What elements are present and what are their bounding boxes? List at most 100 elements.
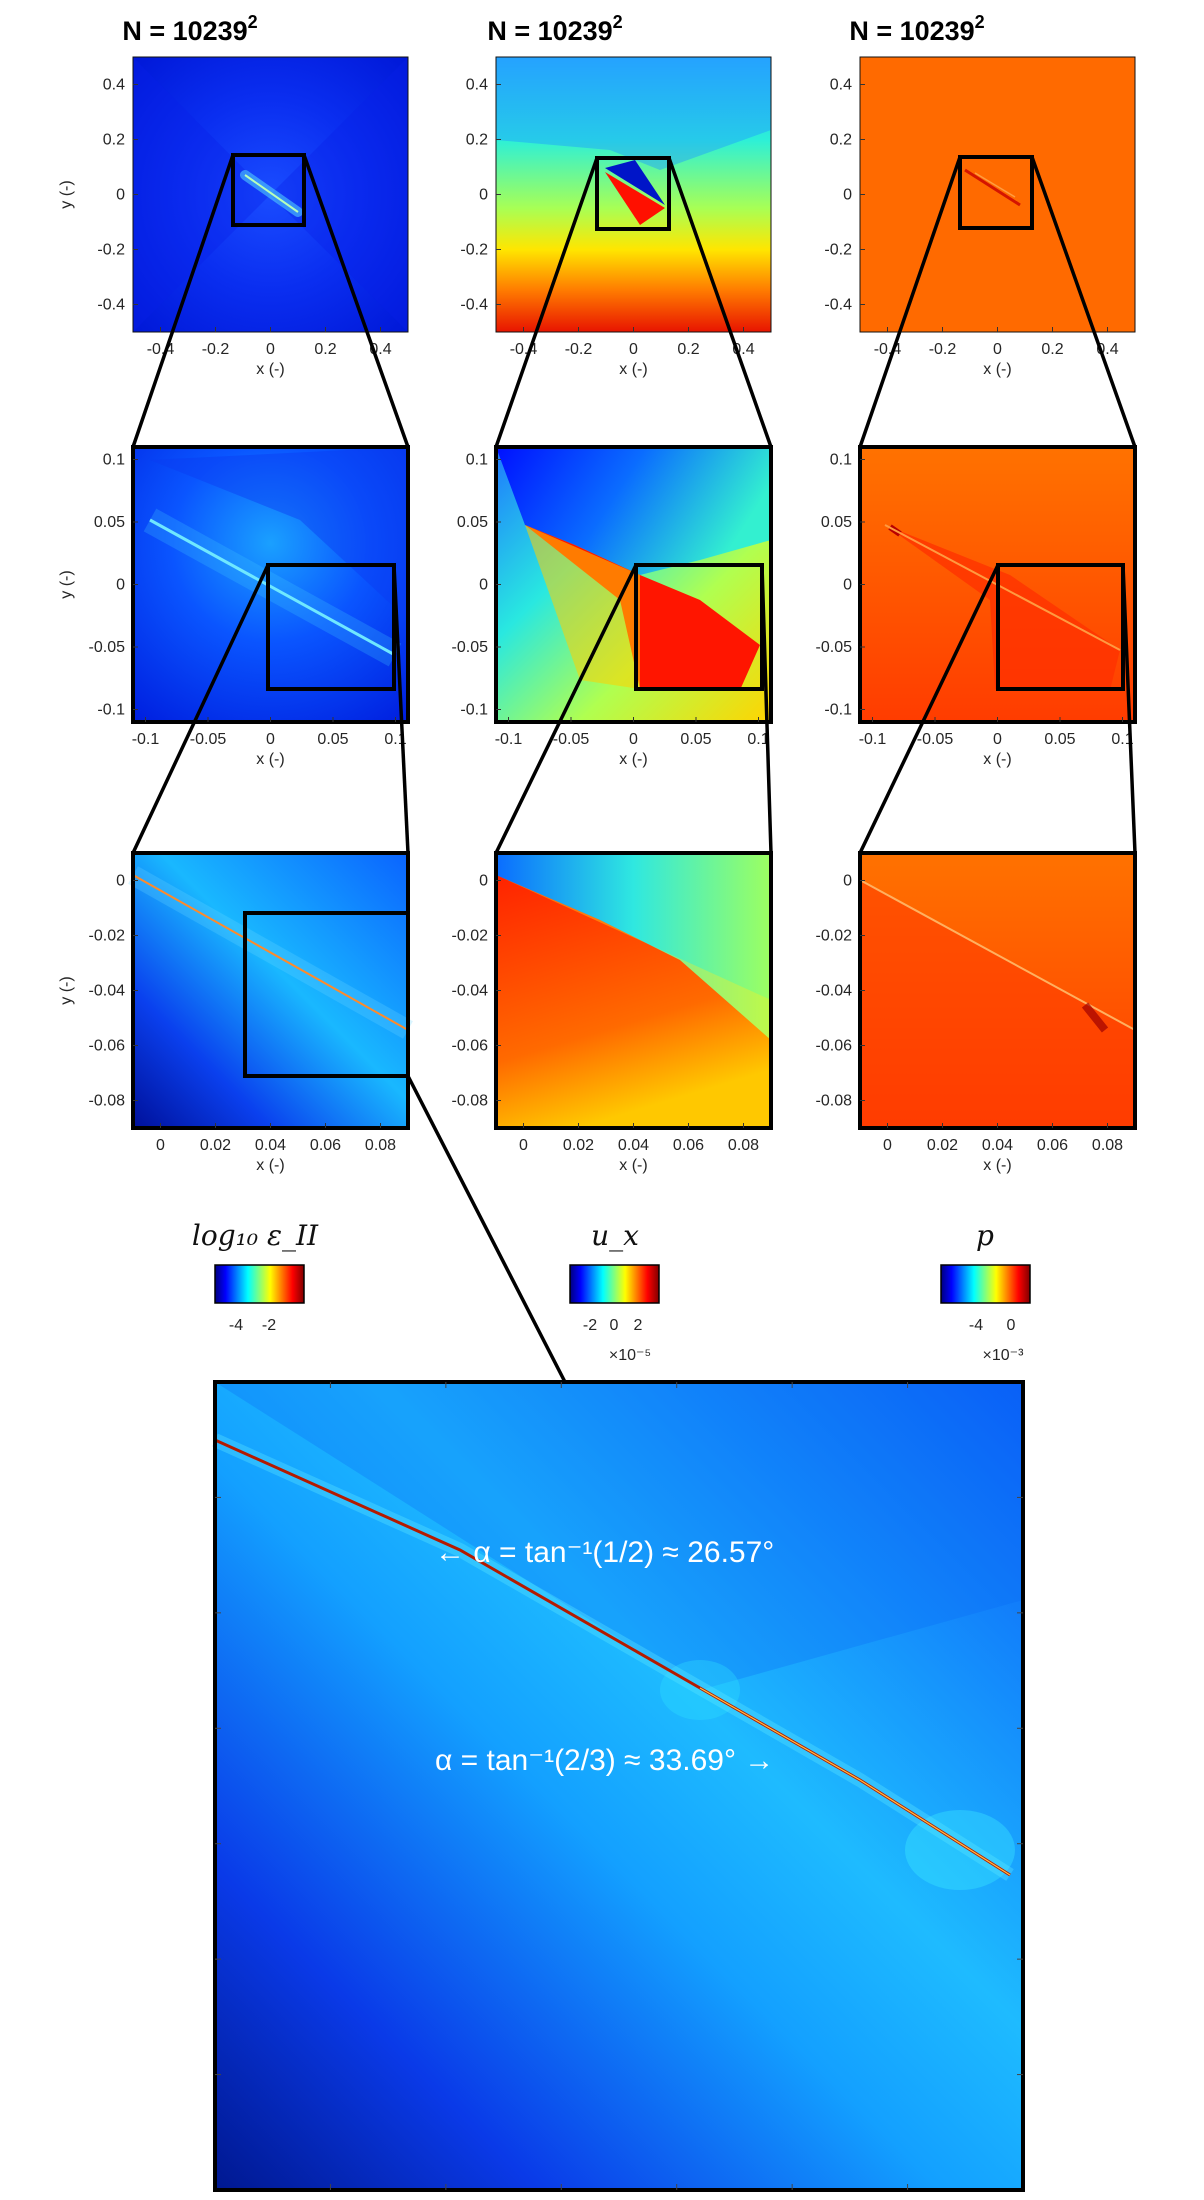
colorbar-ux: u_x -2 0 2 ×10⁻⁵: [569, 1219, 660, 1364]
y-tick-label: 0.1: [103, 452, 125, 469]
y-axis-label: y (-): [58, 570, 75, 598]
zoom-box-strain-3: [243, 911, 410, 1078]
y-tick-label: 0: [116, 187, 125, 204]
x-tick-label: 0: [629, 731, 638, 748]
x-axis-label: x (-): [983, 361, 1011, 378]
x-tick-label: 0.06: [310, 1137, 341, 1154]
colorbar-tick: -2: [583, 1317, 597, 1334]
zoom-connectors-2: [131, 564, 1137, 854]
y-tick-label: -0.06: [816, 1038, 853, 1055]
y-tick-label: -0.4: [97, 297, 125, 314]
heatmap-ux-zoom1: [494, 445, 773, 724]
y-axis-label: y (-): [58, 976, 75, 1004]
heatmap-strain-zoom1: [131, 445, 410, 724]
y-tick-label: -0.06: [89, 1038, 126, 1055]
x-tick-label: 0: [883, 1137, 892, 1154]
heatmap-ux-zoom2: [494, 851, 773, 1130]
panel-title-p-full: N = 102392: [849, 12, 984, 46]
y-axis-label: y (-): [58, 180, 75, 208]
x-tick-label: -0.2: [565, 341, 593, 358]
colorbar-tick: 0: [1007, 1317, 1016, 1334]
y-tick-label: -0.1: [97, 702, 125, 719]
y-tick-label: -0.04: [452, 983, 489, 1000]
x-tick-label: 0.2: [314, 341, 336, 358]
panel-title-strain-full: N = 102392: [122, 12, 257, 46]
y-tick-label: -0.08: [89, 1093, 126, 1110]
y-tick-label: 0.4: [466, 77, 488, 94]
y-tick-label: -0.1: [460, 702, 488, 719]
x-tick-label: -0.05: [190, 731, 227, 748]
x-tick-label: 0.08: [1092, 1137, 1123, 1154]
x-tick-label: 0.08: [728, 1137, 759, 1154]
y-tick-label: -0.04: [816, 983, 853, 1000]
y-tick-label: 0.4: [830, 77, 852, 94]
x-tick-label: 0.2: [1041, 341, 1063, 358]
y-tick-label: 0: [479, 873, 488, 890]
colorbar-multiplier: ×10⁻⁵: [609, 1347, 651, 1364]
x-tick-label: -0.2: [929, 341, 957, 358]
y-tick-label: 0.05: [94, 514, 125, 531]
y-tick-label: 0.05: [821, 514, 852, 531]
x-axis-label: x (-): [256, 751, 284, 768]
heatmap-ux-full: [495, 56, 772, 333]
y-tick-label: 0.2: [830, 132, 852, 149]
y-tick-label: 0.1: [830, 452, 852, 469]
y-tick-label: -0.05: [816, 639, 853, 656]
colorbar-title-ux: u_x: [591, 1219, 639, 1252]
x-tick-label: -0.1: [495, 731, 523, 748]
x-axis-label: x (-): [619, 361, 647, 378]
x-axis-label: x (-): [256, 1157, 284, 1174]
x-tick-label: -0.05: [553, 731, 590, 748]
panel-title-ux-full: N = 102392: [487, 12, 622, 46]
colorbar-multiplier: ×10⁻³: [983, 1347, 1025, 1364]
zoom-box-ux-2: [634, 563, 764, 691]
y-tick-label: 0.4: [103, 77, 125, 94]
y-tick-label: -0.1: [824, 702, 852, 719]
y-tick-label: 0.2: [103, 132, 125, 149]
y-tick-label: -0.05: [452, 639, 489, 656]
x-axis-label: x (-): [619, 751, 647, 768]
x-tick-label: 0.05: [680, 731, 711, 748]
y-tick-label: -0.4: [824, 297, 852, 314]
colorbar-strain: log₁₀ ε_II -4 -2: [192, 1219, 319, 1334]
x-tick-label: -0.05: [917, 731, 954, 748]
heatmap-strain-zoom2: [128, 851, 413, 1130]
zoom-connector-3: [406, 1075, 567, 1383]
x-axis-label: x (-): [983, 1157, 1011, 1174]
heatmap-strain-full: [132, 56, 409, 333]
y-tick-label: -0.04: [89, 983, 126, 1000]
x-tick-label: 0.1: [747, 731, 769, 748]
x-tick-label: -0.1: [859, 731, 887, 748]
x-tick-label: -0.1: [132, 731, 160, 748]
y-tick-label: 0: [843, 873, 852, 890]
y-tick-label: 0: [116, 577, 125, 594]
x-tick-label: 0.05: [317, 731, 348, 748]
x-tick-label: 0: [993, 731, 1002, 748]
x-tick-label: -0.2: [202, 341, 230, 358]
zoom-box-ux-1: [595, 156, 671, 231]
colorbar-title-strain: log₁₀ ε_II: [192, 1219, 319, 1252]
y-tick-label: -0.02: [816, 928, 853, 945]
y-tick-label: -0.05: [89, 639, 126, 656]
annotation-angle-1: ← α = tan⁻¹(1/2) ≈ 26.57°: [435, 1536, 774, 1569]
x-tick-label: 0.04: [255, 1137, 286, 1154]
y-tick-label: -0.08: [452, 1093, 489, 1110]
zoom-box-strain-2: [266, 563, 396, 691]
y-tick-label: -0.2: [460, 242, 488, 259]
x-tick-label: 0: [519, 1137, 528, 1154]
y-tick-label: 0: [843, 577, 852, 594]
y-tick-label: -0.08: [816, 1093, 853, 1110]
y-tick-label: -0.2: [824, 242, 852, 259]
y-tick-label: -0.4: [460, 297, 488, 314]
y-tick-label: 0.2: [466, 132, 488, 149]
colorbar-tick: -4: [969, 1317, 983, 1334]
y-tick-label: 0: [479, 577, 488, 594]
zoom-box-p-1: [958, 155, 1034, 230]
x-tick-label: 0.02: [200, 1137, 231, 1154]
zoom-connectors-1: [131, 154, 1137, 448]
y-tick-label: 0.05: [457, 514, 488, 531]
x-tick-label: 0: [266, 341, 275, 358]
y-tick-label: 0.1: [466, 452, 488, 469]
x-tick-label: 0: [629, 341, 638, 358]
